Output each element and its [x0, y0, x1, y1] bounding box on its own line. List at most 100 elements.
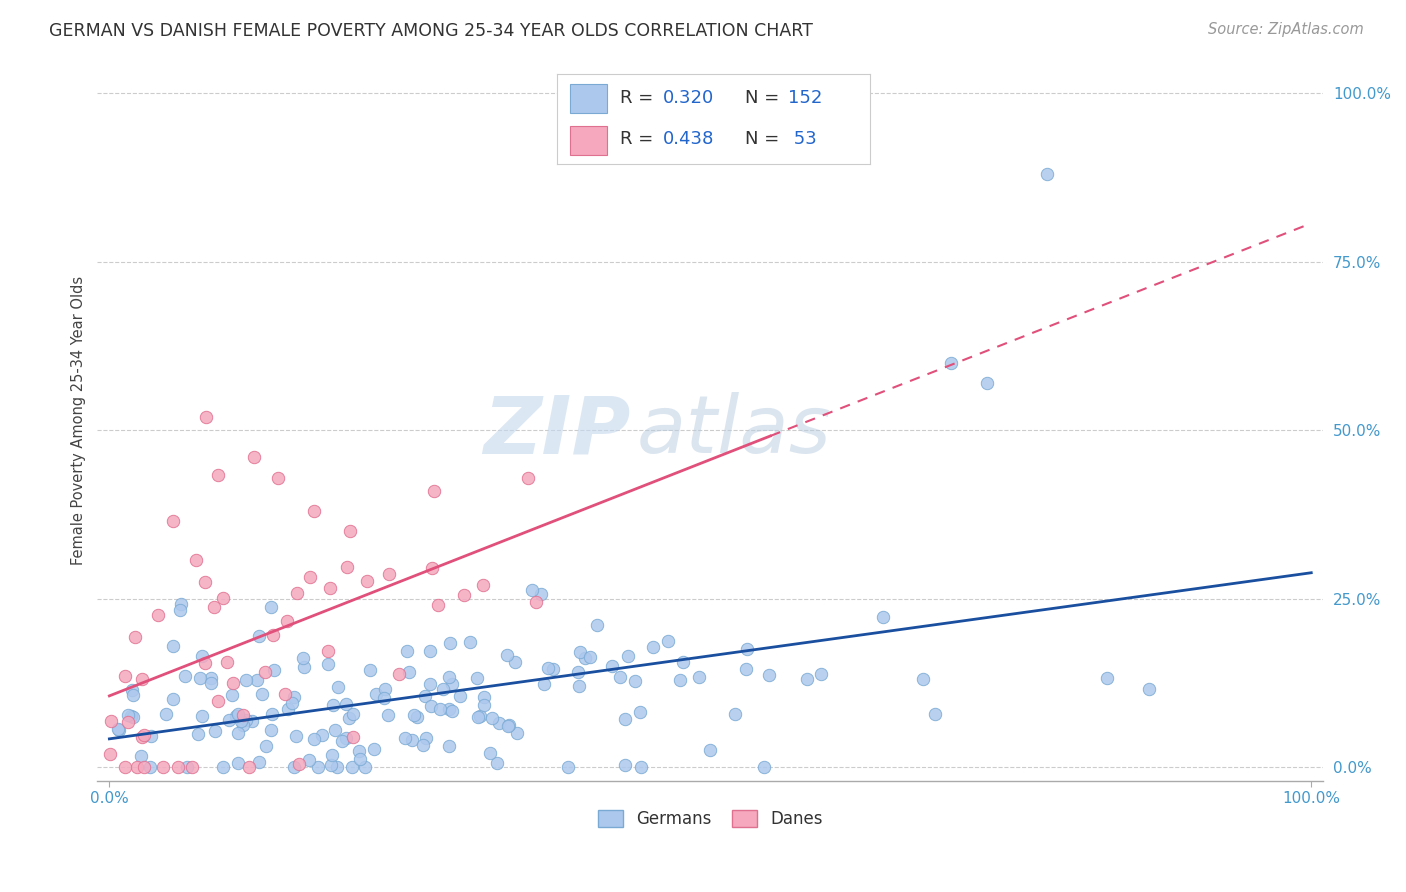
Point: [437, 669, 460, 683]
Point: [321, 748, 343, 763]
Point: [200, 671, 222, 685]
Point: [347, 744, 370, 758]
Point: [277, 702, 299, 716]
Point: [420, 561, 443, 575]
Text: atlas: atlas: [637, 392, 831, 470]
Point: [232, 707, 254, 722]
Point: [354, 760, 377, 774]
Point: [796, 672, 818, 686]
Point: [486, 756, 509, 771]
Point: [120, 708, 142, 723]
Point: [266, 470, 288, 484]
Point: [479, 746, 502, 760]
Point: [325, 760, 347, 774]
Point: [939, 356, 962, 370]
Point: [439, 739, 461, 754]
Point: [242, 450, 264, 465]
Point: [246, 673, 269, 688]
Point: [643, 640, 665, 655]
Point: [336, 560, 359, 574]
Point: [190, 671, 212, 685]
Point: [238, 760, 260, 774]
Point: [335, 698, 357, 712]
Point: [114, 669, 136, 683]
Point: [339, 524, 361, 539]
Point: [225, 709, 247, 723]
Point: [810, 667, 832, 681]
Point: [285, 586, 308, 600]
Point: [235, 673, 257, 687]
Point: [579, 649, 602, 664]
Point: [330, 734, 353, 748]
Point: [474, 698, 496, 712]
Point: [221, 688, 243, 702]
Point: [609, 670, 631, 684]
Point: [567, 665, 589, 679]
Point: [924, 706, 946, 721]
Point: [503, 655, 526, 669]
Point: [207, 467, 229, 482]
Point: [98, 747, 121, 761]
Point: [212, 760, 235, 774]
Point: [520, 582, 543, 597]
Point: [415, 731, 437, 745]
Point: [412, 738, 434, 752]
Point: [260, 599, 283, 614]
Point: [387, 667, 409, 681]
Point: [359, 663, 381, 677]
Point: [283, 760, 305, 774]
Point: [194, 409, 217, 424]
Point: [496, 648, 519, 662]
Point: [429, 701, 451, 715]
Point: [537, 661, 560, 675]
Point: [247, 755, 270, 769]
Point: [292, 659, 315, 673]
Point: [129, 749, 152, 764]
Point: [467, 710, 489, 724]
Point: [207, 694, 229, 708]
Point: [735, 641, 758, 656]
Point: [229, 714, 252, 728]
Point: [141, 729, 163, 743]
Point: [174, 669, 197, 683]
Point: [299, 570, 322, 584]
Point: [155, 706, 177, 721]
Point: [262, 706, 284, 721]
Point: [170, 597, 193, 611]
Point: [122, 710, 145, 724]
Point: [114, 760, 136, 774]
Text: GERMAN VS DANISH FEMALE POVERTY AMONG 25-34 YEAR OLDS CORRELATION CHART: GERMAN VS DANISH FEMALE POVERTY AMONG 25…: [49, 22, 813, 40]
Point: [187, 726, 209, 740]
Point: [423, 483, 446, 498]
Point: [107, 722, 129, 736]
Point: [235, 713, 257, 727]
Point: [567, 679, 589, 693]
Point: [276, 614, 298, 628]
Point: [657, 633, 679, 648]
Point: [976, 376, 998, 391]
Point: [200, 676, 222, 690]
Point: [326, 680, 349, 694]
Point: [263, 663, 285, 677]
Point: [468, 708, 491, 723]
Point: [472, 690, 495, 704]
Point: [356, 574, 378, 588]
Point: [184, 553, 207, 567]
Point: [453, 588, 475, 602]
Point: [260, 723, 283, 738]
Point: [226, 707, 249, 722]
Point: [274, 687, 297, 701]
Point: [602, 659, 624, 673]
Point: [614, 712, 637, 726]
Point: [169, 603, 191, 617]
Point: [340, 760, 363, 774]
Point: [364, 687, 387, 701]
Point: [284, 729, 307, 743]
Point: [404, 707, 426, 722]
Point: [146, 608, 169, 623]
Point: [373, 690, 395, 705]
Legend: Germans, Danes: Germans, Danes: [592, 804, 830, 835]
Point: [488, 715, 510, 730]
Point: [107, 723, 129, 738]
Point: [394, 731, 416, 745]
